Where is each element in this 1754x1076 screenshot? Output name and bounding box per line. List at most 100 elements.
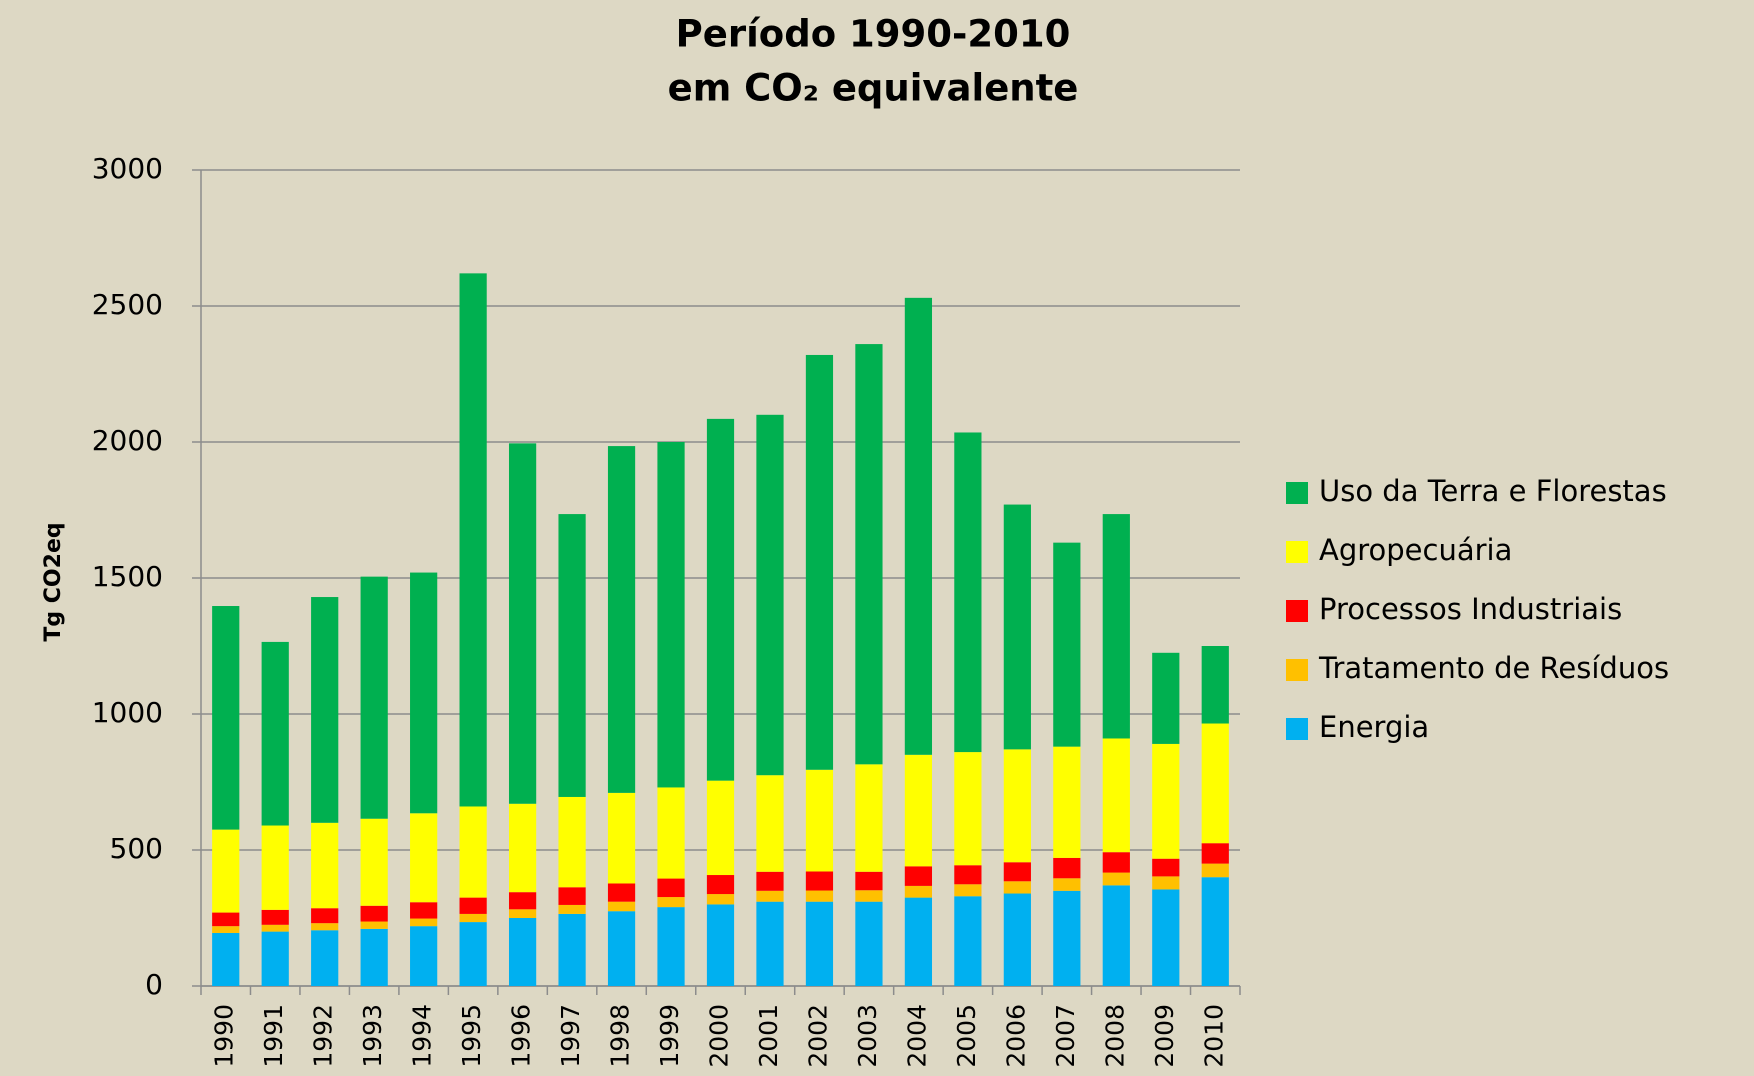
bar-segment bbox=[607, 911, 636, 986]
x-tick-label: 2009 bbox=[1150, 1004, 1179, 1068]
legend-swatch bbox=[1286, 600, 1308, 622]
x-tick-label: 2010 bbox=[1199, 1004, 1228, 1068]
bar-segment bbox=[954, 896, 982, 986]
x-tick-label: 1996 bbox=[507, 1004, 536, 1068]
bar-segment bbox=[756, 901, 784, 986]
bar-segment bbox=[558, 904, 586, 914]
bar-segment bbox=[1102, 738, 1130, 853]
bar-segment bbox=[558, 514, 586, 797]
bar-segment bbox=[607, 883, 636, 902]
x-tick-label: 2007 bbox=[1051, 1004, 1080, 1068]
y-tick-label: 500 bbox=[110, 832, 163, 865]
y-tick-label: 1000 bbox=[92, 696, 163, 729]
bar-segment bbox=[410, 926, 438, 986]
bar-segment bbox=[360, 928, 388, 986]
bar-segment bbox=[904, 297, 933, 755]
bar-segment bbox=[1102, 885, 1130, 986]
bar-segment bbox=[1201, 843, 1229, 864]
x-tick-label: 2000 bbox=[705, 1004, 734, 1068]
bar-segment bbox=[459, 922, 487, 986]
bar-segment bbox=[904, 885, 933, 898]
bar-segment bbox=[1003, 881, 1031, 894]
bar-segment bbox=[558, 913, 586, 986]
bar-segment bbox=[904, 897, 933, 986]
bar-segment bbox=[261, 909, 289, 925]
chart-title: Período 1990-2010 bbox=[676, 13, 1071, 56]
bar-segment bbox=[954, 752, 982, 866]
bar-segment bbox=[706, 894, 735, 905]
bar-segment bbox=[1053, 746, 1081, 858]
bar-segment bbox=[1053, 890, 1081, 986]
bar-segment bbox=[558, 887, 586, 905]
bar-segment bbox=[657, 442, 685, 788]
legend-swatch bbox=[1286, 482, 1308, 504]
bar-segment bbox=[855, 871, 883, 891]
bar-segment bbox=[212, 829, 240, 913]
bar-segment bbox=[311, 908, 339, 924]
bar-segment bbox=[508, 909, 537, 918]
bar-segment bbox=[1201, 723, 1229, 844]
y-tick-label: 2500 bbox=[92, 288, 163, 321]
y-tick-label: 1500 bbox=[92, 560, 163, 593]
bar-segment bbox=[1201, 877, 1229, 986]
bar-segment bbox=[360, 921, 388, 929]
bar-segment bbox=[756, 775, 784, 872]
bar-segment bbox=[261, 924, 289, 932]
bar-segment bbox=[657, 787, 685, 879]
legend-label: Energia bbox=[1319, 710, 1429, 744]
x-tick-label: 2004 bbox=[902, 1004, 931, 1068]
bar-segment bbox=[706, 875, 735, 895]
x-tick-label: 1998 bbox=[606, 1004, 635, 1068]
bar-segment bbox=[212, 926, 240, 933]
bar-segment bbox=[508, 803, 537, 893]
bar-segment bbox=[1053, 542, 1081, 747]
bar-segment bbox=[904, 754, 933, 867]
legend-label: Uso da Terra e Florestas bbox=[1319, 474, 1667, 508]
bar-segment bbox=[311, 597, 339, 823]
bar-segment bbox=[558, 796, 586, 888]
bar-segment bbox=[657, 878, 685, 898]
x-tick-label: 1991 bbox=[259, 1004, 288, 1068]
bar-segment bbox=[954, 884, 982, 897]
bar-segment bbox=[855, 764, 883, 872]
bar-segment bbox=[756, 414, 784, 776]
x-tick-label: 2001 bbox=[754, 1004, 783, 1068]
x-tick-label: 1999 bbox=[655, 1004, 684, 1068]
bar-segment bbox=[1053, 878, 1081, 891]
bar-segment bbox=[311, 822, 339, 909]
bar-segment bbox=[212, 606, 240, 830]
x-tick-label: 1997 bbox=[556, 1004, 585, 1068]
x-tick-label: 2006 bbox=[1001, 1004, 1030, 1068]
bar-segment bbox=[508, 892, 537, 910]
bar-segment bbox=[459, 806, 487, 898]
bar-segment bbox=[410, 572, 438, 814]
legend-label: Processos Industriais bbox=[1319, 592, 1622, 626]
bar-segment bbox=[607, 792, 636, 884]
bar-segment bbox=[1003, 504, 1031, 750]
bar-segment bbox=[1152, 858, 1180, 877]
bar-segment bbox=[1053, 857, 1081, 879]
bar-segment bbox=[311, 930, 339, 986]
x-tick-label: 2005 bbox=[952, 1004, 981, 1068]
bar-segment bbox=[1003, 893, 1031, 986]
bar-segment bbox=[756, 890, 784, 902]
bar-segment bbox=[212, 932, 240, 986]
legend-label: Agropecuária bbox=[1319, 533, 1512, 567]
bar-segment bbox=[212, 912, 240, 927]
bar-segment bbox=[1003, 749, 1031, 863]
x-tick-label: 1990 bbox=[210, 1004, 239, 1068]
bar-segment bbox=[855, 344, 883, 765]
y-tick-label: 3000 bbox=[92, 152, 163, 185]
bar-segment bbox=[805, 769, 834, 872]
bar-segment bbox=[1152, 889, 1180, 986]
x-tick-label: 1993 bbox=[358, 1004, 387, 1068]
legend-swatch bbox=[1286, 541, 1308, 563]
bar-segment bbox=[1102, 514, 1130, 739]
bar-segment bbox=[360, 818, 388, 906]
bar-segment bbox=[410, 902, 438, 919]
legend-label: Tratamento de Resíduos bbox=[1318, 651, 1669, 685]
bar-segment bbox=[1102, 852, 1130, 873]
bar-segment bbox=[657, 907, 685, 986]
